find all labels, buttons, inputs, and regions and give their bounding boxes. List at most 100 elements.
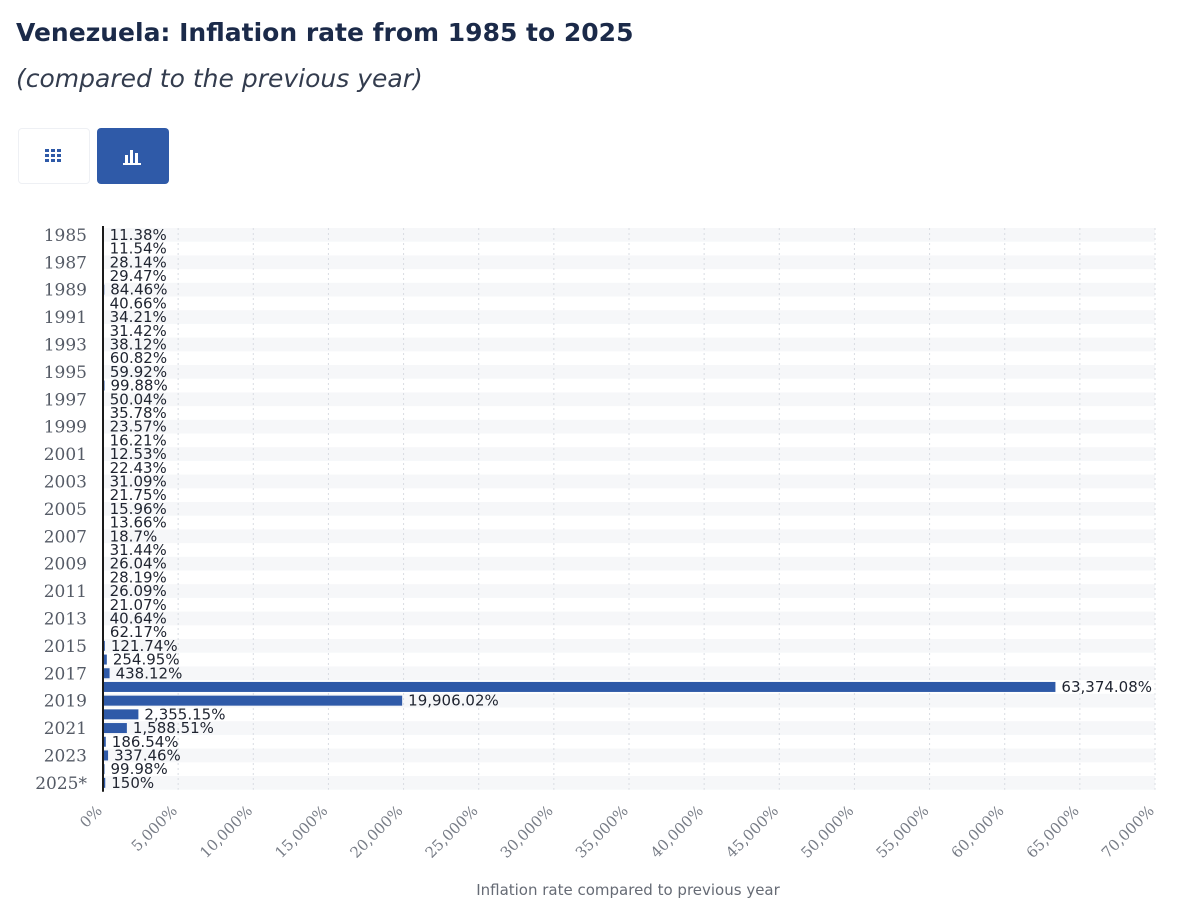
bar-2020 bbox=[103, 709, 139, 720]
x-tick-label: 40,000% bbox=[647, 802, 707, 862]
gridlines bbox=[102, 228, 1156, 790]
category-label: 2025* bbox=[35, 774, 87, 794]
category-label: 1993 bbox=[44, 335, 87, 355]
category-label: 1995 bbox=[44, 363, 87, 383]
value-label: 12.53% bbox=[110, 445, 167, 463]
x-tick-label: 0% bbox=[76, 802, 106, 832]
value-label: 31.42% bbox=[110, 322, 167, 340]
bar-2017 bbox=[103, 668, 110, 679]
category-label: 2001 bbox=[44, 445, 87, 465]
category-label: 2013 bbox=[44, 609, 87, 629]
table-view-button[interactable] bbox=[18, 128, 90, 184]
row-band bbox=[103, 748, 1155, 763]
value-label: 21.75% bbox=[110, 486, 167, 504]
bar-2019 bbox=[103, 695, 403, 706]
value-label: 1,588.51% bbox=[133, 719, 214, 737]
grid-icon bbox=[45, 149, 61, 162]
category-label: 2009 bbox=[44, 555, 87, 575]
value-label: 23.57% bbox=[110, 418, 167, 436]
value-label: 60.82% bbox=[110, 349, 167, 367]
x-tick-label: 45,000% bbox=[722, 802, 782, 862]
value-label: 50.04% bbox=[110, 390, 167, 408]
value-label: 28.14% bbox=[110, 253, 167, 271]
value-label: 35.78% bbox=[110, 404, 167, 422]
category-label: 1991 bbox=[44, 308, 87, 328]
row-band bbox=[103, 310, 1155, 324]
category-label: 2019 bbox=[44, 692, 87, 712]
row-band bbox=[103, 776, 1155, 790]
row-band bbox=[103, 365, 1155, 379]
value-label: 99.88% bbox=[111, 377, 168, 395]
inflation-bar-chart: 1985 1987 1989 1991 1993 1995 1997 1999 2001 2003… bbox=[35, 226, 1158, 899]
value-label: 40.64% bbox=[110, 609, 167, 627]
value-label: 59.92% bbox=[110, 363, 167, 381]
category-labels: 1985 1987 1989 1991 1993 1995 1997 1999 2001 2003… bbox=[35, 226, 87, 794]
category-label: 2015 bbox=[44, 637, 87, 657]
value-label: 21.07% bbox=[110, 596, 167, 614]
category-label: 2005 bbox=[44, 500, 87, 520]
x-tick-label: 25,000% bbox=[422, 802, 482, 862]
value-label: 121.74% bbox=[111, 637, 178, 655]
value-label: 31.44% bbox=[110, 541, 167, 559]
value-label: 28.19% bbox=[110, 568, 167, 586]
value-label: 18.7% bbox=[110, 527, 158, 545]
value-label: 38.12% bbox=[110, 335, 167, 353]
bar-2023 bbox=[103, 750, 109, 761]
row-band bbox=[103, 419, 1155, 434]
value-label: 438.12% bbox=[116, 664, 183, 682]
category-label: 2021 bbox=[44, 719, 87, 739]
value-label: 40.66% bbox=[110, 294, 167, 312]
value-label: 99.98% bbox=[111, 760, 168, 778]
value-label: 62.17% bbox=[110, 623, 167, 641]
value-label: 2,355.15% bbox=[144, 705, 225, 723]
value-label: 84.46% bbox=[110, 281, 167, 299]
value-label: 16.21% bbox=[110, 431, 167, 449]
value-label: 150% bbox=[111, 774, 154, 792]
value-label: 337.46% bbox=[114, 746, 181, 764]
value-label: 22.43% bbox=[110, 459, 167, 477]
value-label: 63,374.08% bbox=[1061, 678, 1152, 696]
row-band bbox=[103, 474, 1155, 489]
value-label: 13.66% bbox=[110, 514, 167, 532]
category-label: 2017 bbox=[44, 664, 87, 684]
x-tick-labels: 0% 5,000% 10,000% 15,000% 20,000% 25,000% 30,0… bbox=[76, 802, 1158, 862]
x-tick-label: 15,000% bbox=[271, 802, 331, 862]
x-tick-label: 5,000% bbox=[128, 802, 181, 855]
value-label: 31.09% bbox=[110, 472, 167, 490]
category-label: 1987 bbox=[44, 253, 87, 273]
x-tick-label: 55,000% bbox=[872, 802, 932, 862]
bar-2018 bbox=[103, 681, 1056, 692]
category-label: 1989 bbox=[44, 281, 87, 301]
value-label: 254.95% bbox=[113, 651, 180, 669]
value-label: 186.54% bbox=[112, 733, 179, 751]
row-band bbox=[103, 584, 1155, 598]
x-tick-label: 35,000% bbox=[572, 802, 632, 862]
category-label: 2011 bbox=[44, 582, 87, 602]
value-labels: 11.38%11.54%28.14%29.47%84.46%40.66%34.2… bbox=[110, 226, 1152, 792]
category-label: 2007 bbox=[44, 527, 87, 547]
x-tick-label: 30,000% bbox=[497, 802, 557, 862]
x-tick-label: 20,000% bbox=[346, 802, 406, 862]
x-axis-title: Inflation rate compared to previous year bbox=[476, 881, 780, 899]
bar-chart-icon bbox=[123, 150, 141, 165]
value-label: 29.47% bbox=[110, 267, 167, 285]
chart-title: Venezuela: Inflation rate from 1985 to 2… bbox=[16, 18, 634, 47]
x-tick-label: 60,000% bbox=[948, 802, 1008, 862]
chart-subtitle: (compared to the previous year) bbox=[16, 64, 423, 93]
category-label: 1985 bbox=[44, 226, 87, 246]
chart-view-button[interactable] bbox=[97, 128, 169, 184]
x-tick-label: 65,000% bbox=[1023, 802, 1083, 862]
category-label: 2003 bbox=[44, 472, 87, 492]
row-band bbox=[103, 529, 1155, 544]
value-label: 11.54% bbox=[110, 240, 167, 258]
value-label: 11.38% bbox=[110, 226, 167, 244]
bar-2021 bbox=[103, 723, 127, 734]
x-tick-label: 50,000% bbox=[797, 802, 857, 862]
value-label: 34.21% bbox=[110, 308, 167, 326]
value-label: 26.09% bbox=[110, 582, 167, 600]
category-label: 1999 bbox=[44, 418, 87, 438]
value-label: 19,906.02% bbox=[408, 692, 499, 710]
value-label: 15.96% bbox=[110, 500, 167, 518]
x-tick-label: 10,000% bbox=[196, 802, 256, 862]
bar-2016 bbox=[103, 654, 107, 665]
